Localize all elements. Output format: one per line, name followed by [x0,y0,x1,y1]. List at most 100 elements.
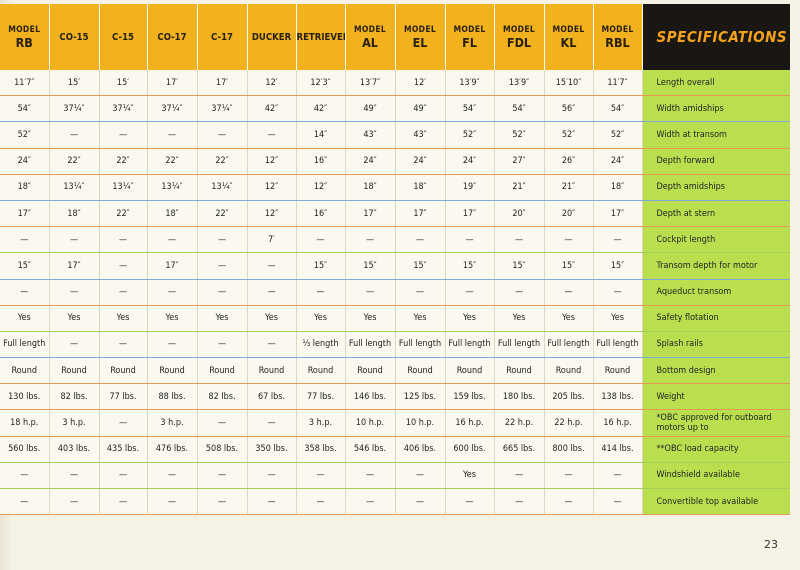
spec-cell: 52″ [544,121,594,149]
spec-cell: 77 lbs. [99,383,148,411]
spec-cell: 12′ [247,70,297,97]
model-header: MODEL FL [445,4,495,70]
model-header: MODEL RB [0,4,50,70]
spec-cell: 130 lbs. [0,383,50,411]
spec-cell: — [247,252,297,280]
model-prefix: MODEL [453,24,486,35]
spec-cell: — [49,488,100,516]
spec-cell: — [345,279,396,306]
model-name: AL [362,34,378,50]
model-header: RETRIEVER [296,4,346,70]
spec-cell: — [395,226,446,254]
spec-cell: 17″ [49,252,100,280]
spec-cell: — [247,121,297,149]
spec-cell: — [147,462,198,490]
model-header: MODEL AL [345,4,396,70]
spec-cell: 56″ [544,95,594,123]
spec-cell: — [345,462,396,490]
spec-cell: 21″ [494,174,545,201]
spec-row: — — — — — — — — — — — — — Aqueduct transom [0,279,790,306]
spec-cell: 11′7″ [0,70,50,97]
spec-cell: — [99,252,148,280]
spec-row: 18″ 13¼″ 13¼″ 13¼″ 13¼″ 12″ 12″ 18″ 18″ 19″ 21″ 21″… [0,174,790,201]
spec-row: 11′7″ 15′ 15′ 17′ 17′ 12′ 12′3″ 13′7″ 12′ 13′9″ 13… [0,70,790,97]
spec-cell: 138 lbs. [593,383,643,411]
spec-label: Weight [642,383,790,411]
spec-row: — — — — —7′ — — — — — — — Cockpit length [0,226,790,254]
model-header: MODEL FDL [494,4,545,70]
spec-cell: 16 h.p. [445,409,495,437]
spec-cell: Round [296,357,346,385]
model-prefix: MODEL [552,24,585,35]
spec-cell: 52″ [0,121,50,149]
spec-cell: 146 lbs. [345,383,396,411]
spec-cell: Round [345,357,396,385]
spec-cell: 14″ [296,121,346,149]
spec-cell: — [99,331,148,359]
spec-cell: 10 h.p. [345,409,396,437]
spec-cell: 24″ [445,148,495,175]
model-header: MODEL RBL [593,4,643,70]
spec-cell: Round [494,357,545,385]
spec-label: Bottom design [642,357,790,385]
spec-cell: 125 lbs. [395,383,446,411]
spec-cell: 37¼″ [49,95,100,123]
model-prefix: MODEL [8,24,41,35]
spec-cell: 18″ [395,174,446,201]
spec-cell: — [99,409,148,437]
spec-cell: Yes [445,462,495,490]
spec-cell: 13′9″ [494,70,545,97]
spec-cell: 22″ [99,148,148,175]
spec-cell: — [296,462,346,490]
spec-cell: — [197,279,248,306]
spec-cell: 403 lbs. [49,436,100,463]
spec-cell: — [247,331,297,359]
spec-cell: 15″ [345,252,396,280]
spec-cell: — [544,279,594,306]
spec-cell: Full length [0,331,50,359]
spec-cell: — [494,462,545,490]
spec-label: Depth amidships [642,174,790,201]
spec-cell: — [296,279,346,306]
spec-cell: 20″ [494,200,545,228]
spec-cell: Round [99,357,148,385]
spec-cell: — [445,226,495,254]
spec-body: 11′7″ 15′ 15′ 17′ 17′ 12′ 12′3″ 13′7″ 12′ 13′9″ 13… [0,70,790,516]
spec-cell: — [0,279,50,306]
spec-cell: 43″ [395,121,446,149]
spec-label: Depth at stern [642,200,790,228]
spec-cell: 77 lbs. [296,383,346,411]
spec-cell: 16″ [296,148,346,175]
spec-cell: Yes [593,305,643,332]
spec-cell: — [247,462,297,490]
spec-cell: 665 lbs. [494,436,545,463]
spec-cell: — [593,279,643,306]
spec-cell: 15″ [494,252,545,280]
spec-cell: — [395,488,446,516]
spec-cell: 15′10″ [544,70,594,97]
spec-cell: 15″ [0,252,50,280]
spec-cell: Yes [49,305,100,332]
spec-cell: — [445,279,495,306]
spec-cell: 12″ [247,200,297,228]
model-name: RB [15,34,33,50]
spec-cell: Full length [544,331,594,359]
spec-cell: 18″ [593,174,643,201]
spec-cell: — [49,121,100,149]
spec-label: **OBC load capacity [642,436,790,463]
spec-cell: — [395,462,446,490]
spec-cell: — [147,121,198,149]
spec-label: *OBC approved for outboard motors up to [642,409,790,437]
spec-cell: Yes [445,305,495,332]
spec-cell: 13¼″ [197,174,248,201]
spec-cell: Full length [494,331,545,359]
spec-label: Convertible top available [642,488,790,516]
model-name: KL [560,34,577,50]
spec-cell: 22″ [197,148,248,175]
spec-cell: 350 lbs. [247,436,297,463]
spec-cell: — [296,226,346,254]
spec-label: Splash rails [642,331,790,359]
spec-cell: 82 lbs. [197,383,248,411]
spec-cell: Yes [0,305,50,332]
spec-cell: — [99,121,148,149]
